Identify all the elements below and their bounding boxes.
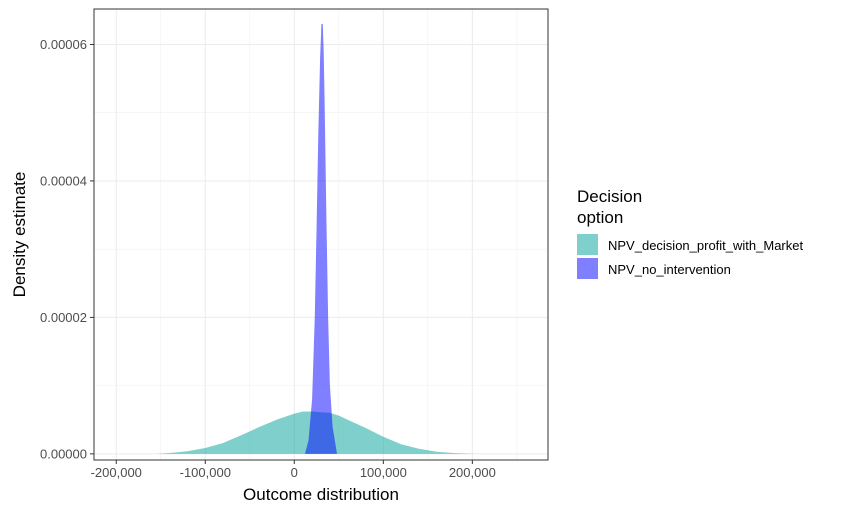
legend-title-line-2: option [577, 208, 623, 227]
density-areas [156, 24, 479, 454]
plot-panel-border [93, 8, 549, 461]
legend-label-npv-no-intervention: NPV_no_intervention [608, 262, 731, 277]
legend-key-npv-no-intervention [577, 258, 598, 279]
y-tick-label: 0.00006 [40, 37, 87, 52]
y-tick-label: 0.00000 [40, 446, 87, 461]
y-tick-label: 0.00002 [40, 310, 87, 325]
legend-label-npv-decision-profit-with-market: NPV_decision_profit_with_Market [608, 238, 803, 253]
y-axis: 0.00000 0.00002 0.00004 0.00006 [40, 37, 94, 461]
legend-key-npv-decision-profit-with-market [577, 234, 598, 255]
legend: Decision option NPV_decision_profit_with… [577, 187, 803, 279]
x-axis-title: Outcome distribution [243, 485, 399, 504]
legend-title-line-1: Decision [577, 187, 642, 206]
x-tick-label: -200,000 [91, 465, 142, 480]
x-tick-label: -100,000 [180, 465, 231, 480]
y-axis-title: Density estimate [10, 172, 29, 298]
y-tick-label: 0.00004 [40, 173, 87, 188]
x-tick-label: 100,000 [360, 465, 407, 480]
density-area-npv-no-intervention [304, 24, 338, 454]
x-tick-label: 200,000 [449, 465, 496, 480]
x-tick-label: 0 [291, 465, 298, 480]
x-axis: -200,000 -100,000 0 100,000 200,000 [91, 460, 496, 480]
